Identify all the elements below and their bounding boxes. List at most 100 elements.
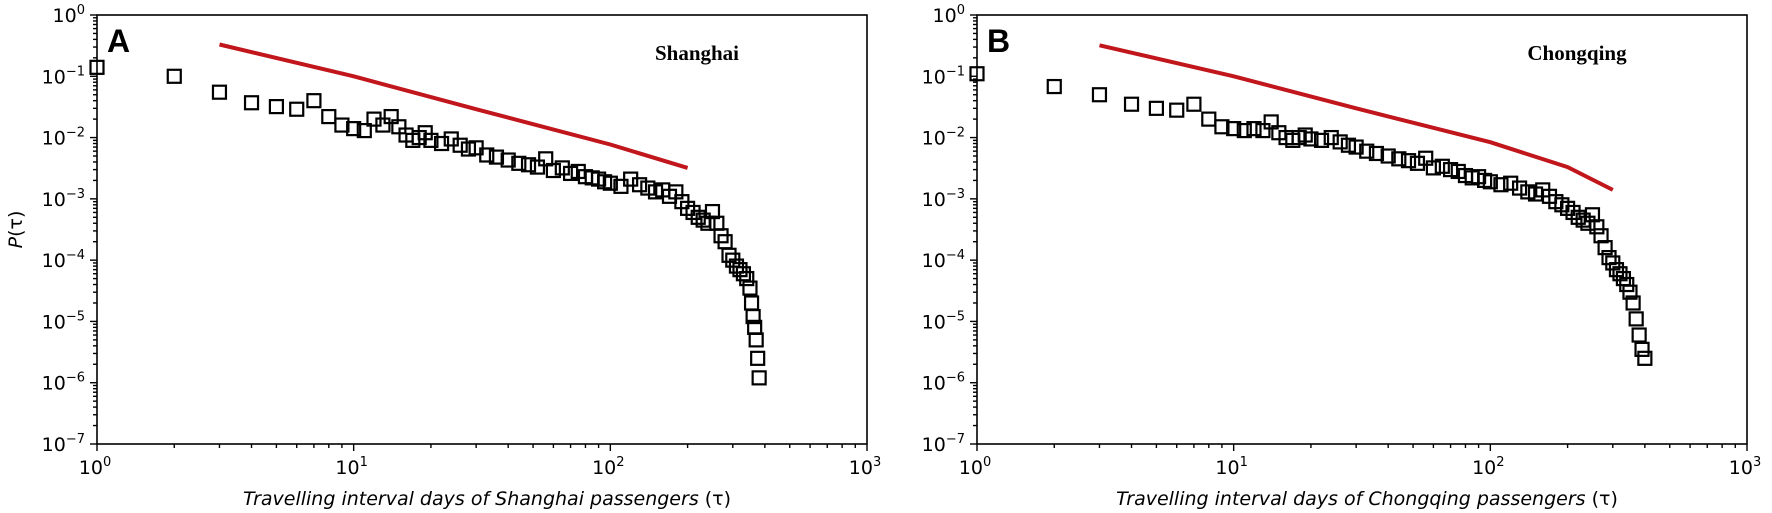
y-tick-exponent: −2 [946, 126, 965, 141]
data-point [289, 101, 305, 117]
x-tick-label: 103 [1729, 455, 1761, 479]
y-tick-exponent: −1 [66, 64, 85, 79]
y-tick-exponent: −6 [946, 371, 965, 386]
x-tick-exponent: 1 [1240, 455, 1248, 470]
y-axis-label-symbol: (τ) [5, 211, 27, 237]
y-tick-base: 10 [922, 189, 946, 211]
y-tick-base: 10 [42, 128, 66, 150]
data-point [1332, 134, 1348, 150]
data-point [1593, 228, 1609, 244]
data-point [1340, 137, 1357, 153]
data-point [631, 177, 648, 193]
data-point [602, 175, 618, 191]
data-point [1425, 160, 1441, 176]
data-point [1236, 122, 1252, 139]
data-point [423, 132, 439, 148]
data-point [969, 66, 985, 82]
x-axis-label: Travelling interval days of Chongqing pa… [1116, 488, 1618, 510]
data-point [1348, 139, 1364, 155]
data-point [1201, 111, 1217, 127]
data-point [1046, 78, 1062, 95]
x-tick-exponent: 1 [360, 455, 368, 470]
y-tick-base: 10 [922, 373, 946, 395]
data-point [460, 141, 477, 157]
x-tick-exponent: 0 [983, 455, 991, 470]
data-point [1400, 153, 1417, 169]
x-axis-label-text: Travelling interval days of Chongqing pa… [1116, 488, 1591, 510]
x-axis-label-symbol: (τ) [1592, 488, 1618, 510]
data-point [1503, 175, 1519, 191]
data-point [751, 370, 767, 386]
y-axis-label-text: P [5, 236, 27, 248]
data-point [1580, 215, 1596, 231]
data-point [1323, 129, 1339, 146]
data-point [1169, 102, 1185, 118]
data-point [511, 155, 527, 171]
data-point [1246, 121, 1262, 137]
data-point [640, 180, 656, 196]
y-tick-label: 10−7 [922, 432, 965, 456]
data-point [268, 99, 285, 115]
fit-line [1099, 43, 1614, 192]
data-point [1148, 100, 1165, 116]
x-tick-label: 100 [959, 455, 991, 479]
y-tick-base: 10 [922, 311, 946, 333]
y-tick-exponent: −4 [66, 248, 85, 263]
data-point [1391, 151, 1407, 167]
data-point [334, 117, 350, 133]
x-axis-label-symbol: (τ) [705, 488, 731, 510]
data-point [1520, 184, 1536, 200]
panel-a: 100 101 102 10310010−110−210−310−410−510−61… [5, 3, 881, 510]
data-point [306, 93, 322, 109]
y-tick-label: 10−7 [42, 432, 85, 456]
x-tick-label: 100 [79, 455, 111, 479]
x-tick-base: 10 [1215, 457, 1239, 479]
y-tick-base: 10 [922, 128, 946, 150]
data-point [750, 350, 766, 366]
x-tick-base: 10 [959, 457, 983, 479]
data-point [1482, 174, 1498, 190]
y-tick-exponent: −6 [66, 371, 85, 386]
y-tick-base: 10 [42, 66, 66, 88]
y-tick-base: 10 [42, 373, 66, 395]
y-tick-exponent: −5 [66, 309, 85, 324]
data-point [1634, 341, 1650, 357]
x-tick-exponent: 3 [873, 455, 881, 470]
data-point [545, 162, 561, 179]
data-point [479, 147, 495, 163]
y-tick-exponent: −3 [66, 187, 85, 202]
x-tick-label: 101 [335, 455, 367, 479]
data-point [1255, 122, 1271, 139]
data-point [529, 159, 546, 175]
y-tick-exponent: −5 [946, 309, 965, 324]
plot-frame [976, 14, 1748, 445]
panel-b: 100 101 102 10310010−110−210−310−410−510−61… [922, 3, 1762, 510]
data-point [383, 108, 399, 125]
plot-frame [96, 14, 868, 445]
data-point [743, 295, 760, 311]
data-point [346, 121, 362, 137]
data-point [745, 308, 761, 325]
y-tick-exponent: −1 [946, 64, 965, 79]
x-tick-label: 101 [1215, 455, 1247, 479]
data-point [1597, 240, 1613, 256]
data-point [488, 149, 505, 165]
y-tick-label: 10−6 [922, 371, 965, 395]
y-axis-label: P(τ) [5, 211, 27, 249]
data-point [742, 280, 758, 296]
data-point [1226, 121, 1242, 137]
x-tick-exponent: 3 [1753, 455, 1761, 470]
x-tick-base: 10 [592, 457, 616, 479]
x-tick-label: 103 [849, 455, 881, 479]
data-point [211, 84, 228, 100]
data-point [1123, 96, 1140, 112]
x-tick-base: 10 [849, 457, 873, 479]
data-point [500, 152, 516, 168]
city-annotation: Shanghai [655, 41, 739, 65]
y-tick-exponent: −4 [946, 248, 965, 263]
data-point [1409, 155, 1426, 171]
data-point [243, 95, 260, 111]
data-point [433, 135, 450, 152]
y-tick-exponent: −7 [66, 432, 85, 447]
x-tick-base: 10 [1729, 457, 1753, 479]
